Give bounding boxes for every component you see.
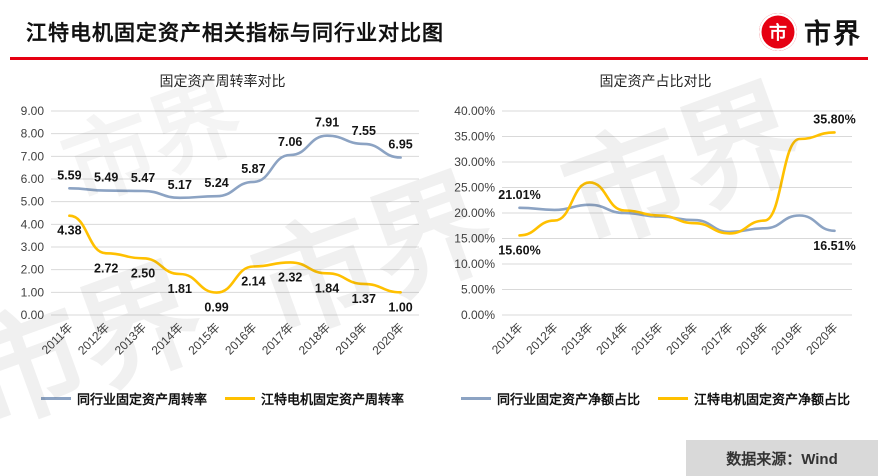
x-axis-tick-label: 2011年 [38,320,75,357]
chart-ratio-section: 固定资产占比对比 0.00% 5.00% 10.00% 15.00% 20.00% 25.… [439,62,872,408]
y-axis-tick-label: 3.00 [20,240,44,254]
x-axis-tick-label: 2019年 [768,320,805,357]
y-axis-tick-label: 4.00 [20,217,44,231]
y-axis-tick-label: 30.00% [454,155,495,169]
data-label: 1.37 [351,292,375,306]
y-axis-tick-label: 20.00% [454,206,495,220]
data-source-text: 数据来源：Wind [726,450,838,468]
y-axis-tick-label: 7.00 [20,149,44,163]
data-label: 2.14 [241,274,265,288]
x-axis-tick-label: 2013年 [558,320,595,357]
y-axis-tick-label: 0.00% [460,308,494,322]
data-label: 6.95 [388,137,412,151]
header: 江特电机固定资产相关指标与同行业对比图 市 市界 [0,0,878,57]
data-label: 16.51% [813,239,855,253]
shijie-logo: 市 市界 [759,12,862,51]
ratio-line-chart: 0.00% 5.00% 10.00% 15.00% 20.00% 25.00% 30.00%… [454,104,855,357]
title-divider [10,57,868,60]
legend-label: 同行业固定资产周转率 [76,392,207,407]
data-label: 1.81 [167,282,191,296]
data-label: 35.80% [813,112,855,126]
chart-turnover-title: 固定资产周转率对比 [159,73,286,89]
y-axis-tick-label: 9.00 [20,104,44,118]
data-label: 0.99 [204,301,228,315]
company-series-line [67,214,402,294]
x-axis-tick-label: 2012年 [523,320,560,357]
y-axis-tick-label: 15.00% [454,232,495,246]
x-axis-tick-label: 2019年 [332,320,369,357]
x-axis-tick-label: 2018年 [733,320,770,357]
chart-turnover-section: 固定资产周转率对比 0.00 1.00 2.00 3.00 4.00 5.00 6.00 7.… [6,62,439,408]
data-label: 1.84 [314,281,338,295]
legend-label: 江特电机固定资产净额占比 [694,392,851,407]
company-series-line [517,131,836,237]
turnover-legend: 同行业固定资产周转率 江特电机固定资产周转率 [40,389,404,408]
legend-label: 江特电机固定资产周转率 [261,392,405,407]
x-axis-tick-label: 2014年 [148,320,185,357]
x-axis-tick-label: 2016年 [222,320,259,357]
legend-line-swatch [658,397,688,400]
data-label: 4.38 [57,224,81,238]
y-axis-tick-label: 2.00 [20,263,44,277]
data-label: 5.49 [94,171,118,185]
y-axis-tick-label: 10.00% [454,257,495,271]
data-label: 2.72 [94,261,118,275]
data-source-bar: 数据来源：Wind [686,440,878,476]
data-label: 1.00 [388,300,412,314]
data-label: 7.55 [351,124,375,138]
x-axis-tick-label: 2016年 [663,320,700,357]
y-axis-tick-label: 35.00% [454,130,495,144]
data-label: 5.17 [167,178,191,192]
industry-series-line [67,134,402,200]
data-label: 21.01% [498,188,540,202]
y-axis-tick-label: 8.00 [20,127,44,141]
x-axis-tick-label: 2012年 [75,320,112,357]
ratio-legend: 同行业固定资产净额占比 江特电机固定资产净额占比 [460,389,850,408]
legend-item: 江特电机固定资产周转率 [225,389,404,408]
legend-item: 同行业固定资产周转率 [40,389,207,408]
legend-line-swatch [225,397,255,400]
data-label: 5.47 [130,171,154,185]
data-label: 7.06 [278,135,302,149]
data-label: 2.50 [130,266,154,280]
legend-line-swatch [40,397,71,400]
data-label: 5.59 [57,168,81,182]
x-axis-tick-label: 2011年 [488,320,525,357]
y-axis-tick-label: 5.00 [20,195,44,209]
data-label: 7.91 [314,116,338,130]
y-axis-tick-label: 40.00% [454,104,495,118]
legend-label: 同行业固定资产净额占比 [496,392,640,407]
legend-item: 同行业固定资产净额占比 [460,389,640,408]
y-axis-tick-label: 6.00 [20,172,44,186]
x-axis-tick-label: 2014年 [593,320,630,357]
y-axis-tick-label: 25.00% [454,181,495,195]
data-label: 5.24 [204,176,228,190]
turnover-line-chart: 0.00 1.00 2.00 3.00 4.00 5.00 6.00 7.00 8.00 9.00… [20,104,419,357]
x-axis-tick-label: 2020年 [369,320,406,357]
data-label: 15.60% [498,243,540,257]
chart-ratio-title: 固定资产占比对比 [599,73,712,89]
page-title: 江特电机固定资产相关指标与同行业对比图 [26,21,444,45]
data-label: 2.32 [278,270,302,284]
legend-item: 江特电机固定资产净额占比 [658,389,850,408]
x-axis-tick-label: 2013年 [111,320,148,357]
x-axis-tick-label: 2020年 [803,320,840,357]
y-axis-tick-label: 0.00 [20,308,44,322]
x-axis-tick-label: 2018年 [295,320,332,357]
shijie-logo-text: 市界 [804,19,862,49]
legend-line-swatch [460,397,491,400]
x-axis-tick-label: 2017年 [259,320,296,357]
shijie-logo-icon: 市 [759,12,797,51]
y-axis-tick-label: 1.00 [20,285,44,299]
x-axis-tick-label: 2017年 [698,320,735,357]
charts-row: 固定资产周转率对比 0.00 1.00 2.00 3.00 4.00 5.00 6.00 7.… [0,60,878,408]
y-axis-tick-label: 5.00% [460,283,494,297]
data-label: 5.87 [241,162,265,176]
x-axis-tick-label: 2015年 [628,320,665,357]
logo-glyph: 市 [769,22,787,43]
x-axis-tick-label: 2015年 [185,320,222,357]
